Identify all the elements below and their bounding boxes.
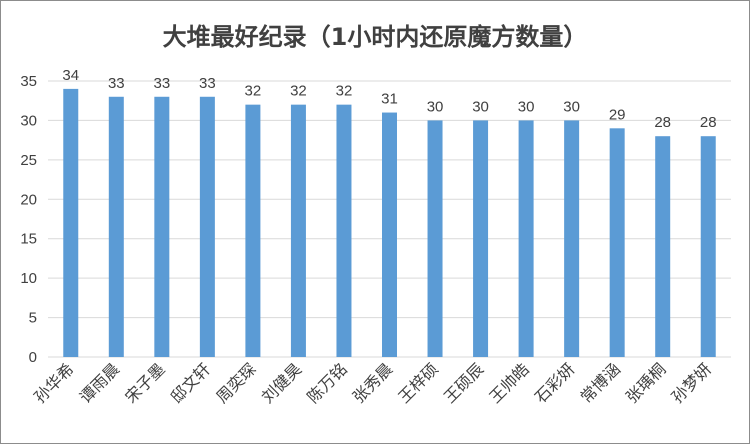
x-tick-label: 王硕辰 — [440, 359, 487, 406]
data-label: 30 — [563, 98, 580, 115]
y-axis-ticks: 0 5 10 15 20 25 30 35 — [20, 73, 37, 366]
x-tick-label: 张瑀桐 — [622, 359, 669, 406]
y-tick-label: 15 — [20, 231, 37, 248]
bar — [609, 128, 625, 357]
x-tick-label: 孙华希 — [30, 359, 77, 406]
data-label: 33 — [153, 75, 170, 92]
x-tick-label: 石彩妍 — [531, 359, 578, 406]
data-label: 30 — [472, 98, 489, 115]
bar — [473, 120, 489, 357]
bar — [154, 96, 170, 358]
y-tick-label: 30 — [20, 112, 37, 129]
x-tick-label: 宋子墨 — [121, 359, 168, 406]
data-label: 30 — [518, 98, 535, 115]
y-tick-label: 25 — [20, 152, 37, 169]
x-tick-label: 孙梦妍 — [668, 359, 715, 406]
bar — [564, 120, 580, 357]
data-label: 32 — [336, 83, 353, 100]
bar — [655, 136, 671, 357]
chart-title: 大堆最好纪录（1小时内还原魔方数量） — [163, 23, 588, 51]
data-label: 30 — [427, 98, 444, 115]
x-tick-label: 陈万铭 — [303, 359, 350, 406]
bars — [63, 88, 716, 358]
bar — [382, 112, 397, 358]
bar — [290, 104, 306, 358]
bar — [518, 120, 534, 357]
data-label: 32 — [290, 83, 307, 100]
y-tick-label: 10 — [20, 270, 37, 287]
data-label: 31 — [381, 91, 398, 108]
bar — [199, 96, 215, 358]
y-tick-label: 20 — [20, 191, 37, 208]
data-label: 33 — [199, 75, 216, 92]
x-tick-label: 张秀晨 — [349, 359, 396, 406]
x-tick-label: 王帅皓 — [486, 359, 533, 406]
data-labels: 34 33 33 33 32 32 32 31 30 30 30 30 29 28 28 — [62, 67, 716, 131]
data-label: 34 — [62, 67, 79, 84]
bar — [108, 96, 124, 358]
data-label: 32 — [245, 83, 262, 100]
bar — [63, 88, 79, 357]
y-tick-label: 0 — [29, 349, 37, 366]
bar — [245, 104, 261, 358]
x-tick-label: 谭雨晨 — [76, 359, 123, 406]
data-label: 28 — [700, 114, 717, 131]
x-tick-label: 刘健昊 — [258, 359, 305, 406]
x-axis-ticks: 孙华希谭雨晨宋子墨邸文轩周奕琛刘健昊陈万铭张秀晨王梓硕王硕辰王帅皓石彩妍常博涵张… — [30, 359, 715, 406]
bar — [700, 136, 716, 357]
x-tick-label: 常博涵 — [577, 359, 624, 406]
data-label: 28 — [654, 114, 671, 131]
y-tick-label: 35 — [20, 73, 37, 90]
x-tick-label: 周奕琛 — [212, 359, 259, 406]
data-label: 33 — [108, 75, 125, 92]
x-tick-label: 王梓硕 — [394, 359, 441, 406]
y-tick-label: 5 — [29, 310, 37, 327]
data-label: 29 — [609, 106, 626, 123]
bar — [336, 104, 352, 358]
bar — [427, 120, 443, 357]
x-tick-label: 邸文轩 — [167, 359, 214, 406]
